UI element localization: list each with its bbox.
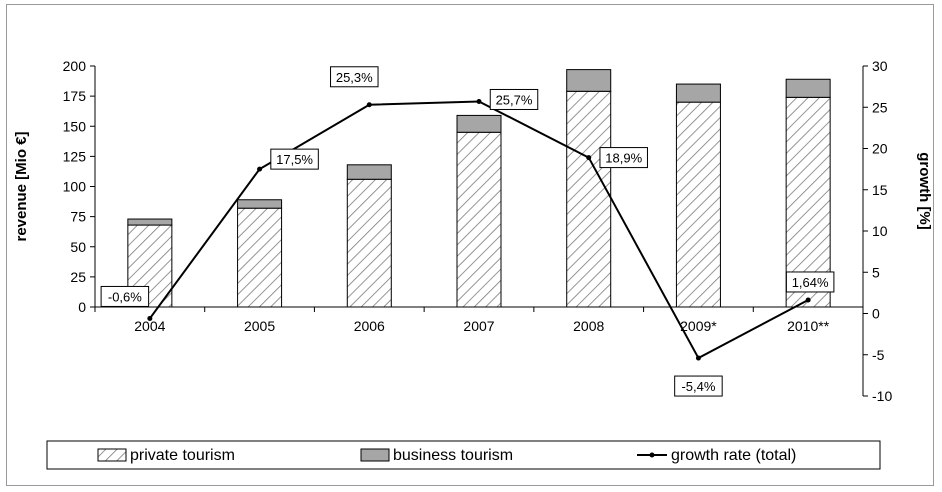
point-label: 25,3%: [336, 70, 373, 85]
y-tick-label-right: 0: [872, 306, 880, 322]
point-label-box: [599, 147, 648, 169]
y-tick-label-right: 15: [872, 182, 888, 198]
point-label-box: [785, 271, 835, 293]
x-tick-label: 2006: [354, 318, 385, 334]
legend: private tourism business tourism growth ra…: [46, 440, 881, 470]
growth-point: [805, 297, 811, 303]
growth-line: [147, 98, 811, 361]
bar-business-tourism: [127, 218, 173, 226]
legend-label-private: private tourism: [130, 447, 235, 464]
legend-label-business: business tourism: [393, 447, 513, 464]
point-labels: -0,6% 17,5% 25,3% 25,7% 18,9% -5,4% 1,64%: [100, 66, 835, 397]
y-tick-label-right: 25: [872, 99, 888, 115]
bar-business-tourism: [456, 114, 502, 133]
bar-private-tourism: [566, 90, 612, 308]
y-tick-label-right: -10: [872, 388, 892, 404]
y-tick-label-right: -5: [872, 347, 885, 363]
bar-business-tourism: [346, 164, 392, 180]
point-label: 1,64%: [792, 275, 829, 290]
growth-point: [257, 166, 263, 172]
y-axis-title-right: growth [%]: [916, 152, 933, 229]
y-tick-label-left: 175: [63, 88, 87, 104]
x-tick-label: 2005: [244, 318, 275, 334]
bars: [127, 69, 831, 308]
y-tick-label-left: 100: [63, 179, 87, 195]
bar-private-tourism: [675, 101, 721, 308]
growth-point: [366, 102, 372, 108]
x-tick-label: 2004: [134, 318, 165, 334]
y-tick-label-right: 20: [872, 141, 888, 157]
x-tick-label: 2010**: [787, 318, 830, 334]
y-tick-label-left: 75: [70, 209, 86, 225]
bar-private-tourism: [456, 131, 502, 308]
growth-point: [147, 315, 153, 321]
y-tick-label-left: 150: [63, 118, 87, 134]
y-tick-label-left: 25: [70, 269, 86, 285]
legend-label-growth: growth rate (total): [671, 447, 796, 464]
point-label: -0,6%: [108, 289, 142, 304]
bar-business-tourism: [237, 199, 283, 209]
point-label: 25,7%: [496, 92, 533, 107]
y-tick-label-left: 200: [63, 58, 87, 74]
growth-point: [586, 155, 592, 161]
x-tick-label: 2007: [463, 318, 494, 334]
y-tick-label-left: 125: [63, 148, 87, 164]
legend-swatch-private: [97, 448, 127, 462]
y-tick-label-left: 50: [70, 239, 86, 255]
legend-swatch-business: [360, 448, 390, 462]
y-axis-title-left: revenue [Mio €]: [13, 131, 30, 241]
growth-point: [695, 355, 701, 361]
point-label-box: [100, 285, 150, 307]
y-tick-label-right: 30: [872, 58, 888, 74]
bar-private-tourism: [346, 178, 392, 308]
point-label: 18,9%: [605, 151, 642, 166]
bar-private-tourism: [237, 207, 283, 308]
legend-box: [46, 440, 881, 470]
y-tick-label-left: 0: [78, 299, 86, 315]
point-label-box: [330, 66, 379, 88]
point-label-box: [489, 88, 539, 110]
growth-point: [476, 98, 482, 104]
y-tick-label-right: 5: [872, 264, 880, 280]
bar-business-tourism: [675, 83, 721, 103]
legend-swatch-growth-point: [649, 452, 655, 458]
x-tick-label: 2009*: [680, 318, 717, 334]
point-label: -5,4%: [681, 379, 715, 394]
x-tick-label: 2008: [573, 318, 604, 334]
bar-business-tourism: [785, 78, 831, 98]
point-label: 17,5%: [276, 152, 313, 167]
y-tick-label-right: 10: [872, 223, 888, 239]
bar-business-tourism: [566, 69, 612, 92]
point-label-box: [674, 375, 723, 397]
point-label-box: [270, 148, 319, 170]
